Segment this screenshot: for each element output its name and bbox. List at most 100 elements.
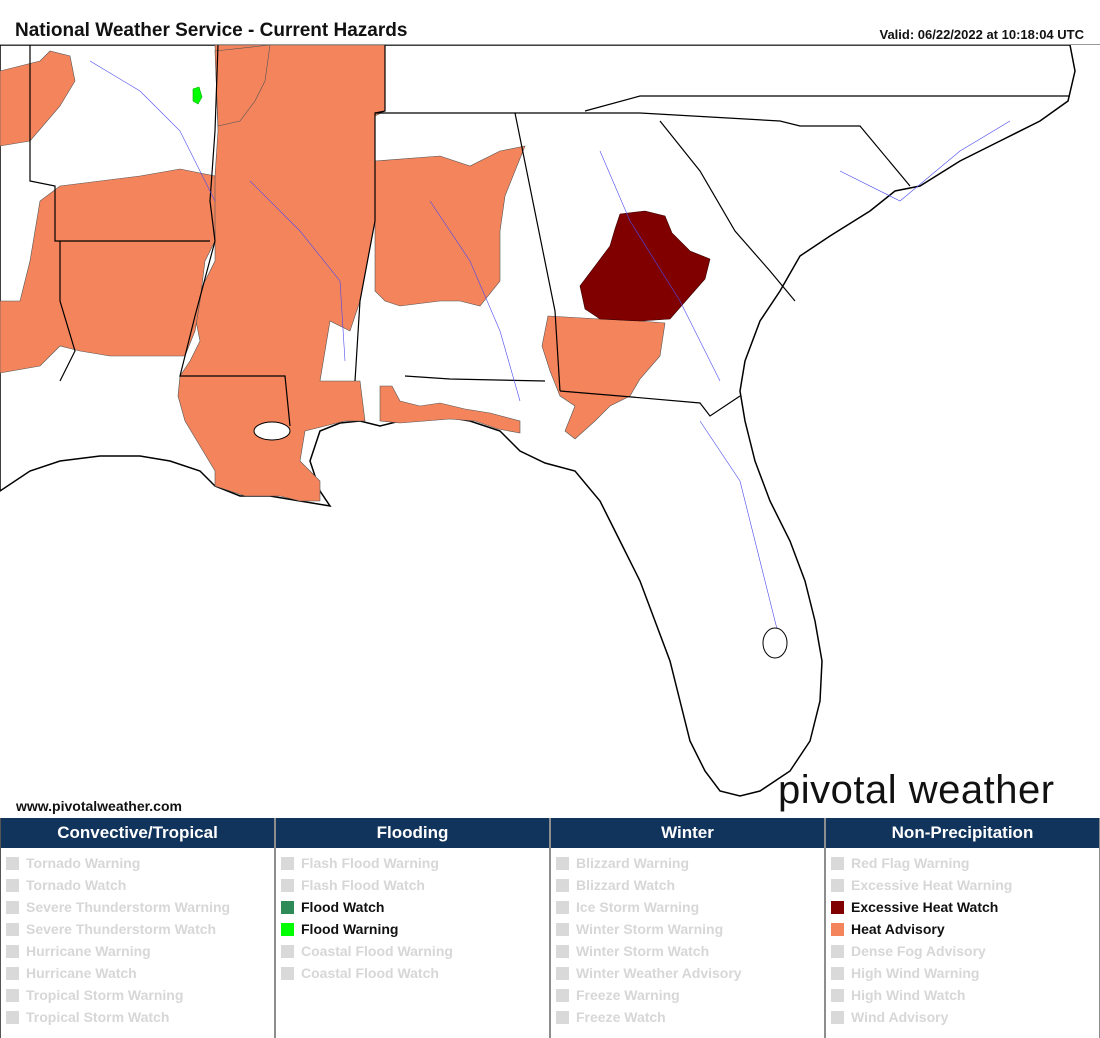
legend-item[interactable]: Winter Storm Watch (556, 940, 824, 962)
legend-item-label: Tropical Storm Warning (26, 987, 184, 1003)
legend-column: Non-Precipitation Red Flag Warning Excessi… (825, 818, 1100, 1038)
legend-swatch (556, 900, 569, 914)
legend-item[interactable]: Flood Watch (281, 896, 549, 918)
website-url[interactable]: www.pivotalweather.com (16, 798, 182, 814)
legend-column-header: Non-Precipitation (826, 818, 1099, 848)
legend-item[interactable]: Winter Weather Advisory (556, 962, 824, 984)
legend-column: Convective/Tropical Tornado Warning Tornad… (0, 818, 275, 1038)
map-title: National Weather Service - Current Hazar… (15, 20, 408, 41)
legend-item[interactable]: Tornado Watch (6, 874, 274, 896)
legend-item-label: Winter Weather Advisory (576, 965, 742, 981)
legend-item-label: Flood Watch (301, 899, 385, 915)
legend-swatch (281, 900, 294, 914)
legend-swatch (556, 1010, 569, 1024)
legend-swatch (831, 1010, 844, 1024)
legend-item-label: Wind Advisory (851, 1009, 949, 1025)
legend-item-label: Freeze Watch (576, 1009, 666, 1025)
legend-item[interactable]: Dense Fog Advisory (831, 940, 1099, 962)
legend-swatch (6, 988, 19, 1002)
legend-column-header: Winter (551, 818, 824, 848)
legend-item[interactable]: Flash Flood Warning (281, 852, 549, 874)
legend-swatch (831, 900, 844, 914)
legend-item[interactable]: High Wind Warning (831, 962, 1099, 984)
legend-column: Flooding Flash Flood Warning Flash Flood W… (275, 818, 550, 1038)
legend-item[interactable]: Wind Advisory (831, 1006, 1099, 1028)
legend-item[interactable]: Tropical Storm Warning (6, 984, 274, 1006)
legend-item-label: High Wind Watch (851, 987, 966, 1003)
legend-swatch (6, 966, 19, 980)
legend-item[interactable]: Hurricane Warning (6, 940, 274, 962)
legend-item-label: Flash Flood Watch (301, 877, 425, 893)
valid-time: Valid: 06/22/2022 at 10:18:04 UTC (879, 27, 1084, 42)
heat-advisory-area-far-west (0, 168, 216, 374)
legend-item[interactable]: Freeze Warning (556, 984, 824, 1006)
legend-swatch (6, 922, 19, 936)
legend-swatch (281, 944, 294, 958)
legend-item-label: Hurricane Warning (26, 943, 151, 959)
legend-item-label: Excessive Heat Watch (851, 899, 999, 915)
legend-item[interactable]: Ice Storm Warning (556, 896, 824, 918)
legend-item-label: Red Flag Warning (851, 855, 970, 871)
legend-item-label: Severe Thunderstorm Warning (26, 899, 231, 915)
legend-item-label: Tornado Watch (26, 877, 127, 893)
legend-item[interactable]: Severe Thunderstorm Warning (6, 896, 274, 918)
legend-item[interactable]: Severe Thunderstorm Watch (6, 918, 274, 940)
legend-item-label: Tornado Warning (26, 855, 141, 871)
legend-item[interactable]: Freeze Watch (556, 1006, 824, 1028)
legend-item-label: Ice Storm Warning (576, 899, 700, 915)
lake-okeechobee (762, 627, 788, 659)
legend-item-label: Heat Advisory (851, 921, 945, 937)
legend-swatch (831, 922, 844, 936)
legend-swatch (831, 966, 844, 980)
legend-item[interactable]: Tornado Warning (6, 852, 274, 874)
legend-swatch (556, 922, 569, 936)
heat-advisory-area-coast (379, 385, 521, 434)
legend-swatch (281, 922, 294, 936)
legend-item[interactable]: Blizzard Warning (556, 852, 824, 874)
legend-item[interactable]: High Wind Watch (831, 984, 1099, 1006)
legend-item-label: Tropical Storm Watch (26, 1009, 170, 1025)
legend-swatch (831, 856, 844, 870)
legend-swatch (6, 900, 19, 914)
heat-advisory-area-nw (0, 50, 76, 147)
legend-item[interactable]: Excessive Heat Warning (831, 874, 1099, 896)
heat-advisory-area-alabama (374, 145, 526, 307)
legend-swatch (831, 988, 844, 1002)
legend-item[interactable]: Flash Flood Watch (281, 874, 549, 896)
legend-swatch (556, 988, 569, 1002)
land-area (0, 45, 1076, 797)
legend-swatch (281, 856, 294, 870)
legend-item[interactable]: Blizzard Watch (556, 874, 824, 896)
heat-advisory-area-ne-mid (214, 45, 271, 127)
legend-item-label: Blizzard Watch (576, 877, 676, 893)
legend-item-label: High Wind Warning (851, 965, 980, 981)
legend-item[interactable]: Red Flag Warning (831, 852, 1099, 874)
excessive-heat-watch-area (579, 210, 711, 322)
legend-item-label: Dense Fog Advisory (851, 943, 986, 959)
flood-warning-area (192, 86, 203, 105)
legend-item[interactable]: Excessive Heat Watch (831, 896, 1099, 918)
legend-column: Winter Blizzard Warning Blizzard Watch Ice … (550, 818, 825, 1038)
legend-swatch (556, 966, 569, 980)
legend-item[interactable]: Winter Storm Warning (556, 918, 824, 940)
hazard-map[interactable] (0, 44, 1100, 818)
legend-item-label: Coastal Flood Warning (301, 943, 453, 959)
legend-item[interactable]: Flood Warning (281, 918, 549, 940)
pivotal-weather-logo: pivotal weather (778, 768, 1055, 812)
legend-item-label: Flash Flood Warning (301, 855, 439, 871)
legend-item[interactable]: Heat Advisory (831, 918, 1099, 940)
legend-swatch (281, 966, 294, 980)
rivers (89, 60, 1011, 642)
legend-swatch (6, 944, 19, 958)
legend-item[interactable]: Coastal Flood Watch (281, 962, 549, 984)
legend-column-header: Convective/Tropical (1, 818, 274, 848)
legend-item[interactable]: Hurricane Watch (6, 962, 274, 984)
legend-swatch (6, 878, 19, 892)
legend-item-label: Excessive Heat Warning (851, 877, 1013, 893)
legend-item[interactable]: Tropical Storm Watch (6, 1006, 274, 1028)
legend-swatch (6, 1010, 19, 1024)
legend-column-header: Flooding (276, 818, 549, 848)
legend-item[interactable]: Coastal Flood Warning (281, 940, 549, 962)
legend-swatch (281, 878, 294, 892)
map-canvas (0, 45, 1076, 797)
